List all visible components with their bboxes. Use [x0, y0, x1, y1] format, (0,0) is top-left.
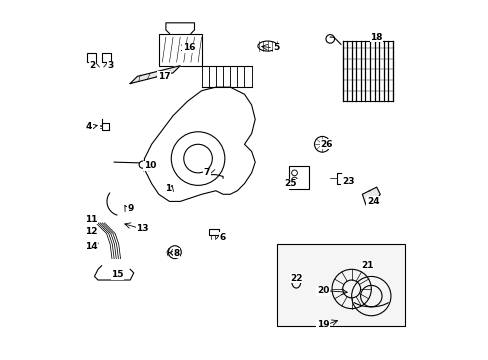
Text: 14: 14	[85, 242, 98, 251]
Polygon shape	[130, 66, 180, 84]
Polygon shape	[362, 187, 380, 205]
Text: 8: 8	[173, 249, 180, 258]
Text: 21: 21	[361, 261, 373, 270]
Text: 1: 1	[164, 184, 170, 193]
Bar	[87, 53, 96, 62]
Text: 3: 3	[107, 61, 113, 70]
Text: 25: 25	[284, 179, 297, 188]
Text: 7: 7	[203, 168, 210, 177]
Text: 22: 22	[289, 274, 302, 283]
Bar	[208, 229, 219, 235]
Text: 6: 6	[220, 233, 226, 242]
Text: 9: 9	[127, 204, 133, 213]
Bar	[159, 33, 201, 66]
Text: 18: 18	[370, 33, 382, 42]
Text: 10: 10	[143, 161, 156, 170]
Bar	[288, 166, 308, 189]
Text: 2: 2	[89, 61, 96, 70]
Text: 19: 19	[316, 320, 329, 329]
Text: 26: 26	[320, 140, 332, 149]
Text: 17: 17	[158, 72, 170, 81]
Text: 4: 4	[86, 122, 92, 131]
Text: 20: 20	[316, 286, 328, 295]
Text: 13: 13	[136, 224, 149, 233]
Text: 16: 16	[183, 43, 195, 52]
Text: 11: 11	[85, 215, 98, 224]
Text: 23: 23	[341, 177, 354, 186]
Text: 24: 24	[366, 197, 379, 206]
Text: 5: 5	[273, 43, 279, 52]
Bar	[102, 53, 110, 62]
Bar	[276, 244, 405, 327]
Text: 15: 15	[111, 270, 123, 279]
Text: 12: 12	[85, 227, 98, 236]
